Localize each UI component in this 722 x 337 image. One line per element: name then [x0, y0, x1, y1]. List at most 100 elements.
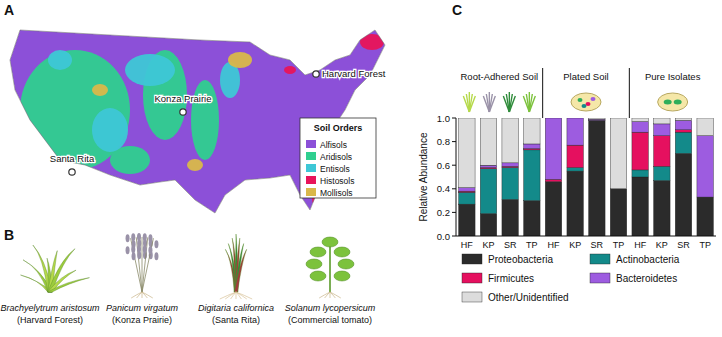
stem: [142, 238, 153, 292]
group-label: Pure Isolates: [645, 71, 701, 82]
colony: [578, 98, 583, 102]
bar-segment: [697, 118, 713, 136]
spikelet: [126, 234, 130, 242]
soil-patch: [284, 66, 296, 74]
stem: [142, 237, 148, 292]
legend-swatch: [590, 273, 610, 283]
leaf: [334, 271, 350, 281]
y-tick: [452, 212, 456, 213]
group-label: Root-Adhered Soil: [461, 71, 539, 82]
y-tick: [452, 141, 456, 142]
legend-label: Bacteroidetes: [616, 273, 677, 284]
bar-segment: [654, 136, 670, 167]
plant-species: Solanum lycopersicum: [285, 303, 376, 313]
legend: ProteobacteriaActinobacteriaFirmicutesBa…: [462, 254, 680, 303]
root: [142, 292, 147, 298]
map-legend-box: [300, 118, 376, 198]
chart: 0.00.20.40.60.81.0Relative AbundanceHFKP…: [418, 68, 716, 303]
x-tick-label: TP: [526, 240, 538, 250]
x-tick-label: HF: [461, 240, 473, 250]
bar-segment: [502, 199, 518, 236]
spikelet: [131, 233, 135, 241]
spikelet: [137, 245, 141, 253]
bar-segment: [567, 118, 583, 119]
legend-label: Firmicutes: [488, 273, 534, 284]
soil-patch: [92, 84, 108, 96]
bar-segment: [502, 168, 518, 200]
map-legend-swatch: [306, 140, 316, 148]
site-marker: [313, 71, 319, 77]
spikelet: [132, 252, 136, 260]
bar-segment: [589, 118, 605, 119]
root: [137, 292, 142, 298]
plant-illustration: [126, 233, 159, 298]
bar-segment: [589, 120, 605, 121]
group-icon: [571, 93, 601, 111]
plant-source: (Konza Prairie): [112, 315, 172, 325]
y-tick-label: 1.0: [437, 113, 450, 124]
spikelet: [137, 233, 141, 241]
stem: [136, 237, 142, 292]
site-marker: [69, 169, 75, 175]
bar-segment: [632, 118, 648, 122]
plant-species: Brachyelytrum aristosum: [0, 303, 100, 313]
y-tick-label: 0.4: [437, 183, 450, 194]
group-icon: [463, 92, 535, 112]
bar-segment: [524, 150, 540, 201]
y-tick-label: 0.6: [437, 160, 450, 171]
x-tick-label: KP: [569, 240, 581, 250]
legend-swatch: [590, 254, 610, 264]
bar-segment: [567, 171, 583, 236]
map-base: [10, 30, 385, 213]
x-tick-label: TP: [699, 240, 711, 250]
leaf: [310, 271, 326, 281]
soil-patch: [187, 159, 203, 171]
bar-segment: [654, 166, 670, 180]
plant-illustration: [220, 234, 252, 299]
bar-segment: [654, 118, 670, 124]
bar-segment: [675, 130, 691, 132]
plant-source: (Harvard Forest): [17, 315, 83, 325]
root: [236, 292, 252, 299]
colony: [674, 100, 682, 105]
bar-segment: [567, 145, 583, 167]
map-legend-swatch: [306, 176, 316, 184]
plant-illustration: [21, 245, 90, 292]
x-tick-label: SR: [504, 240, 517, 250]
map-outline: [10, 30, 385, 213]
site-label: Santa Rita: [50, 153, 95, 164]
icon-leaf: [489, 96, 495, 112]
x-tick-label: KP: [482, 240, 494, 250]
bar-segment: [480, 169, 496, 214]
root: [231, 292, 236, 299]
spikelet: [154, 252, 158, 260]
root: [142, 292, 153, 298]
bar-segment: [502, 163, 518, 167]
spikelet: [131, 245, 135, 253]
bar-segment: [589, 120, 605, 236]
map-legend-swatch: [306, 152, 316, 160]
bar-segment: [459, 204, 475, 236]
leaf: [48, 278, 90, 292]
plant-illustration: [306, 237, 354, 298]
colony: [591, 97, 596, 101]
bar-segment: [632, 122, 648, 133]
plant-source: (Commercial tomato): [288, 315, 372, 325]
bar-segment: [480, 165, 496, 167]
root: [225, 292, 236, 299]
site-marker: [180, 109, 186, 115]
spikelet: [148, 246, 152, 254]
root: [131, 292, 142, 298]
bar-segment: [524, 144, 540, 149]
x-tick-label: KP: [656, 240, 668, 250]
y-tick-label: 0.2: [437, 207, 450, 218]
x-tick-label: HF: [548, 240, 560, 250]
panel-label: A: [4, 2, 14, 18]
group-label: Plated Soil: [563, 71, 608, 82]
x-tick-label: TP: [613, 240, 625, 250]
root: [330, 292, 335, 298]
icon-leaf: [529, 96, 535, 112]
x-axis: [456, 236, 716, 237]
group-divider: [542, 68, 543, 118]
soil-patch: [191, 80, 219, 160]
